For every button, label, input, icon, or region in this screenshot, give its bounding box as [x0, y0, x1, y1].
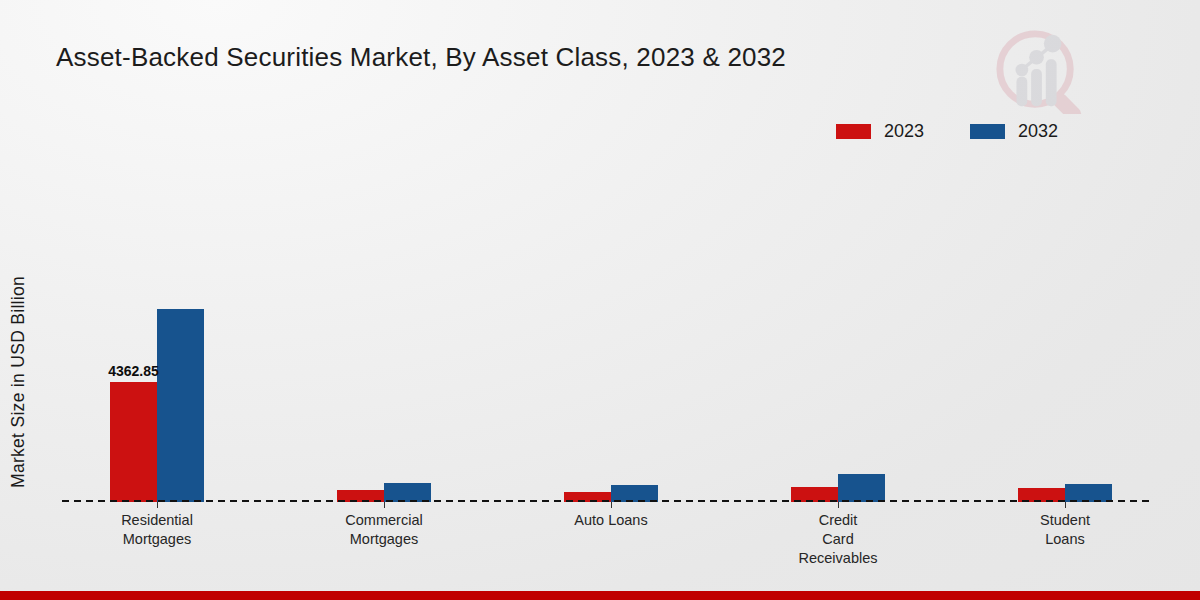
chart-canvas: Asset-Backed Securities Market, By Asset…	[0, 0, 1200, 600]
footer-accent-band	[0, 591, 1200, 600]
plot-area: ResidentialMortgagesCommercialMortgagesA…	[0, 0, 1200, 600]
category-label-commercial-mortgages: CommercialMortgages	[345, 511, 422, 549]
bar-2023-residential-mortgages	[110, 382, 157, 502]
x-tick-auto-loans	[611, 502, 612, 508]
bar-2032-credit-card-receivables	[838, 474, 885, 502]
bar-value-label: 4362.85	[108, 363, 159, 379]
category-label-student-loans: StudentLoans	[1040, 511, 1090, 549]
bar-2032-residential-mortgages	[157, 309, 204, 502]
category-label-auto-loans: Auto Loans	[574, 511, 647, 530]
x-tick-credit-card-receivables	[838, 502, 839, 508]
x-tick-student-loans	[1065, 502, 1066, 508]
x-tick-residential-mortgages	[157, 502, 158, 508]
x-axis-baseline	[62, 500, 1154, 502]
x-tick-commercial-mortgages	[384, 502, 385, 508]
category-label-residential-mortgages: ResidentialMortgages	[121, 511, 193, 549]
category-label-credit-card-receivables: CreditCardReceivables	[799, 511, 878, 568]
